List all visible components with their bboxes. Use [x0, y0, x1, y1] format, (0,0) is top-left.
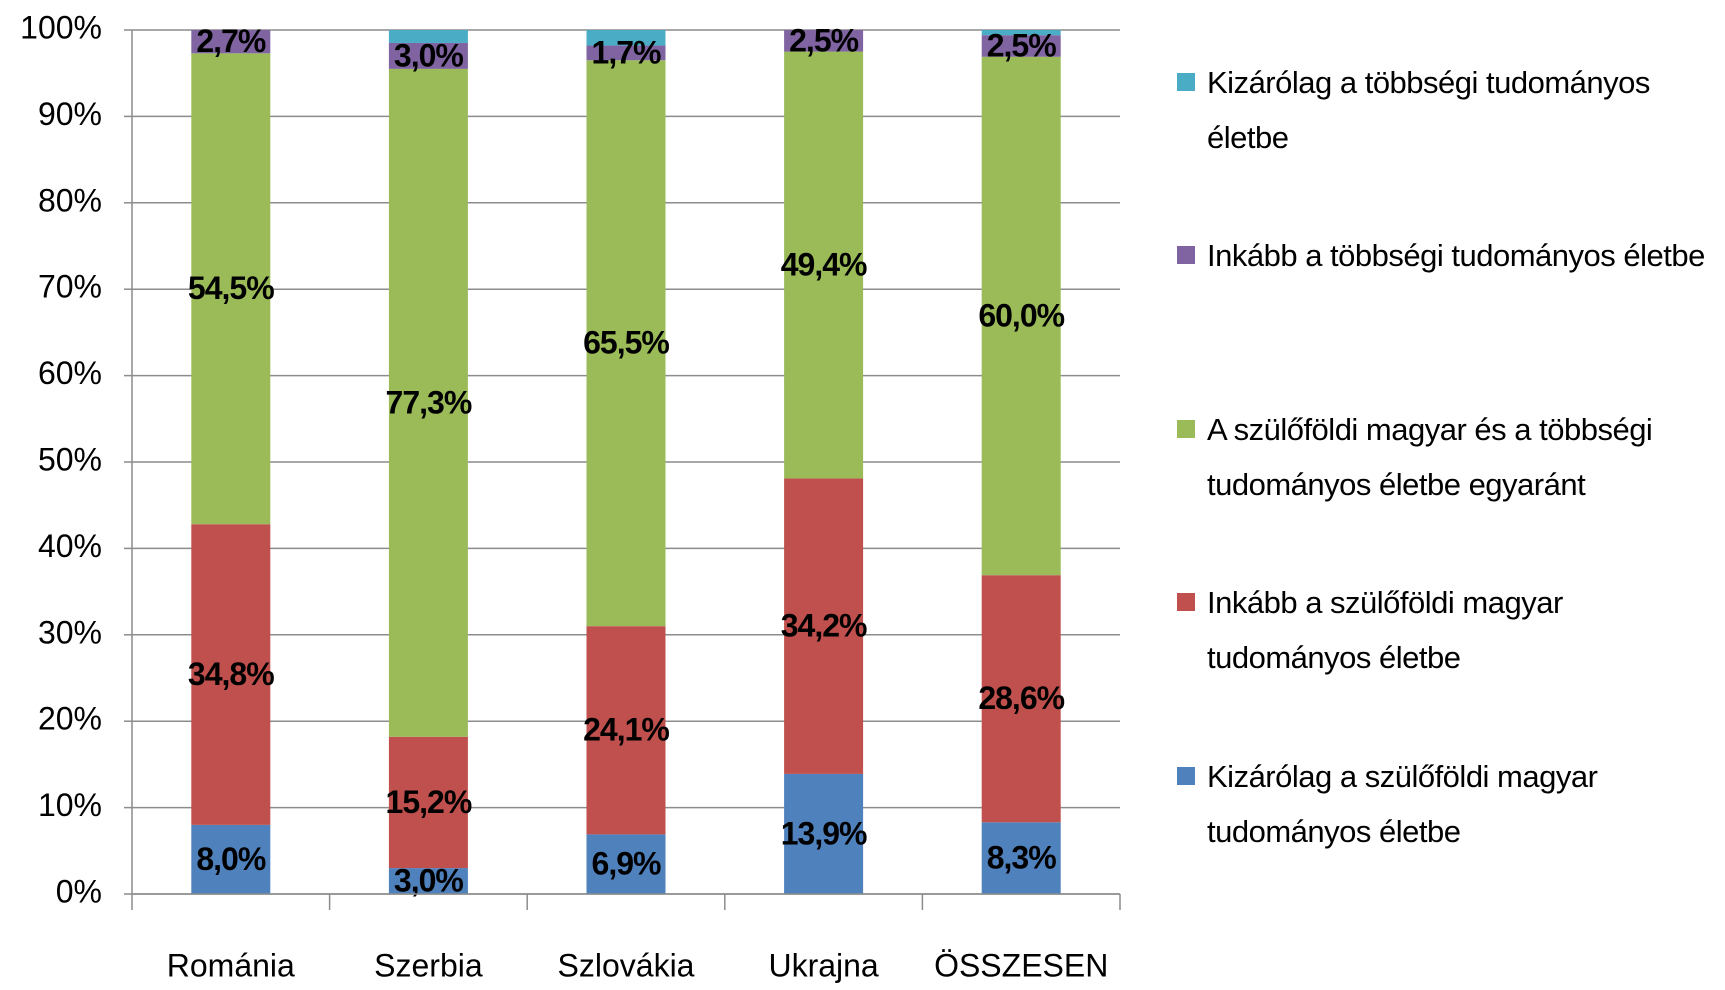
bar-segment: [784, 773, 864, 894]
bar-segment: [586, 30, 666, 46]
bar-segment: [784, 51, 864, 479]
y-tick-label: 20%: [38, 701, 102, 737]
bar-segment: [388, 736, 468, 869]
bar-segment: [388, 68, 468, 737]
data-label: 60,0%: [978, 297, 1064, 333]
x-tick-label: Ukrajna: [768, 947, 878, 983]
y-tick-label: 30%: [38, 614, 102, 650]
data-label: 28,6%: [978, 680, 1064, 716]
data-label: 2,5%: [789, 22, 858, 58]
data-label: 6,9%: [592, 846, 661, 882]
bar-segment: [586, 45, 666, 61]
data-label: 8,3%: [987, 840, 1056, 876]
data-label: 65,5%: [583, 325, 669, 361]
data-label: 49,4%: [781, 246, 867, 282]
data-label: 1,7%: [592, 34, 661, 70]
legend-item: Inkább a szülőföldi magyar tudományos él…: [1177, 575, 1717, 685]
legend-label: Kizárólag a szülőföldi magyar tudományos…: [1207, 759, 1598, 849]
bar-segment: [586, 834, 666, 894]
data-label: 2,7%: [196, 23, 265, 59]
bar-segment: [388, 30, 468, 43]
bar-segment: [784, 30, 864, 52]
data-label: 77,3%: [386, 384, 472, 420]
bar-segment: [388, 42, 468, 69]
legend-swatch: [1177, 73, 1195, 91]
data-label: 54,5%: [188, 270, 274, 306]
legend-item: Kizárólag a szülőföldi magyar tudományos…: [1177, 749, 1717, 859]
legend-item: A szülőföldi magyar és a többségi tudomá…: [1177, 402, 1717, 512]
legend-swatch: [1177, 420, 1195, 438]
x-tick-label: Szlovákia: [558, 947, 695, 983]
bar-segment: [191, 524, 271, 825]
bar-segment: [981, 35, 1061, 57]
x-tick-label: Szerbia: [374, 947, 483, 983]
data-label: 8,0%: [196, 841, 265, 877]
bar-segment: [981, 822, 1061, 894]
y-tick-label: 70%: [38, 269, 102, 305]
bar-segment: [981, 30, 1061, 36]
y-tick-label: 40%: [38, 528, 102, 564]
data-label: 34,2%: [781, 608, 867, 644]
legend-swatch: [1177, 593, 1195, 611]
y-tick-label: 0%: [56, 873, 102, 909]
legend-swatch: [1177, 767, 1195, 785]
y-tick-label: 10%: [38, 787, 102, 823]
bar-segment: [191, 824, 271, 894]
legend-label: Kizárólag a többségi tudományos életbe: [1207, 65, 1650, 155]
legend-label: Inkább a szülőföldi magyar tudományos él…: [1207, 585, 1563, 675]
y-tick-label: 50%: [38, 441, 102, 477]
data-label: 3,0%: [394, 862, 463, 898]
legend-label: Inkább a többségi tudományos életbe: [1207, 238, 1705, 273]
bar-segment: [981, 56, 1061, 576]
data-label: 34,8%: [188, 656, 274, 692]
data-label: 15,2%: [386, 784, 472, 820]
data-label: 13,9%: [781, 815, 867, 851]
bar-segment: [388, 868, 468, 894]
y-tick-label: 60%: [38, 355, 102, 391]
legend-item: Inkább a többségi tudományos életbe: [1177, 228, 1717, 283]
y-tick-label: 90%: [38, 96, 102, 132]
y-tick-label: 100%: [20, 9, 102, 45]
bar-segment: [586, 60, 666, 627]
legend-item: Kizárólag a többségi tudományos életbe: [1177, 55, 1717, 165]
bar-segment: [981, 575, 1061, 823]
data-label: 2,5%: [987, 27, 1056, 63]
bar-segment: [586, 626, 666, 835]
x-tick-label: ÖSSZESEN: [934, 947, 1108, 983]
bar-segment: [191, 30, 271, 54]
bar-segment: [784, 478, 864, 774]
bar-segment: [191, 53, 271, 525]
data-label: 24,1%: [583, 712, 669, 748]
legend-label: A szülőföldi magyar és a többségi tudomá…: [1207, 412, 1653, 502]
data-label: 3,0%: [394, 37, 463, 73]
y-tick-label: 80%: [38, 182, 102, 218]
legend-swatch: [1177, 246, 1195, 264]
x-tick-label: Románia: [167, 947, 295, 983]
